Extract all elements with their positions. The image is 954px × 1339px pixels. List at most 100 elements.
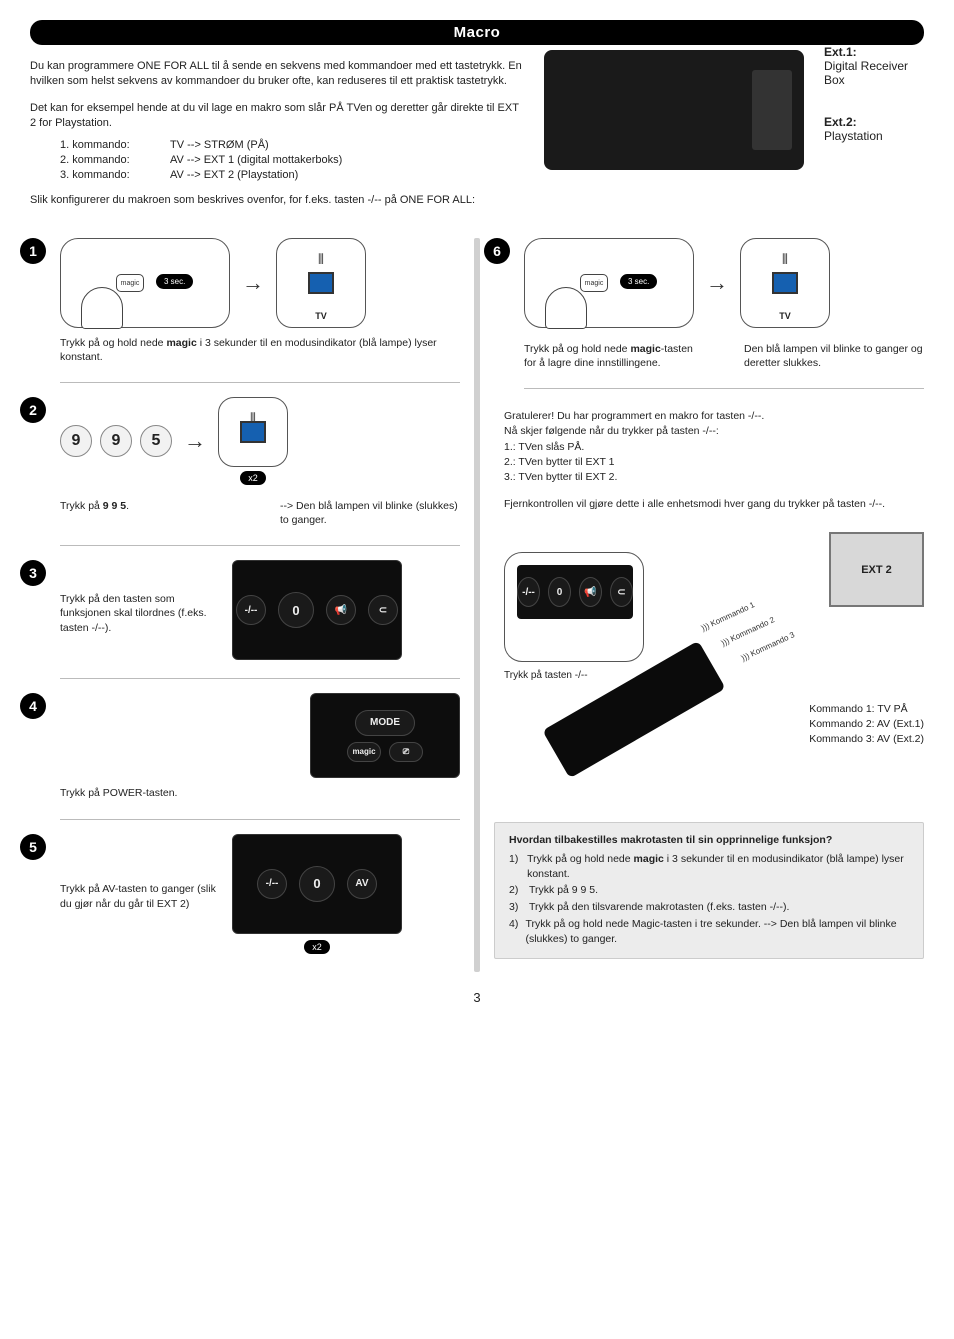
intro-row: Du kan programmere ONE FOR ALL til å sen… [30, 45, 924, 208]
step-divider [60, 545, 460, 546]
key-0: 0 [548, 577, 571, 607]
step3-caption: Trykk på den tasten som funksjonen skal … [60, 592, 220, 635]
cap-part: . [126, 500, 129, 512]
step-3: 3 Trykk på den tasten som funksjonen ska… [30, 560, 460, 660]
kommando-list: Kommando 1: TV PÅ Kommando 2: AV (Ext.1)… [809, 702, 924, 746]
tv-screen-icon [772, 272, 798, 294]
step5-row: Trykk på AV-tasten to ganger (slik du gj… [60, 834, 460, 954]
step6-graphic-row: magic 3 sec. → ⦀ TV [524, 238, 924, 328]
left-column: 1 magic 3 sec. → ⦀ TV Trykk [30, 238, 460, 972]
reset-question: Hvordan tilbakestilles makrotasten til s… [509, 833, 909, 848]
intro-block: Du kan programmere ONE FOR ALL til å sen… [30, 59, 524, 208]
cmd-value: AV --> EXT 1 (digital mottakerboks) [170, 153, 342, 168]
ext1-title: Ext.1: [824, 45, 857, 59]
key-0: 0 [278, 592, 314, 628]
key-mute-icon: 📢 [579, 577, 602, 607]
item-text: Trykk på og hold nede Magic-tasten i tre… [525, 917, 909, 946]
two-columns: 1 magic 3 sec. → ⦀ TV Trykk [30, 238, 924, 972]
result-line: Gratulerer! Du har programmert en makro … [504, 409, 924, 424]
step4-row: MODE magic ⎚ [60, 693, 460, 778]
key-mute-icon: 📢 [326, 595, 356, 625]
hand-icon [545, 287, 587, 329]
tv-mode-icon: ⦀ [218, 397, 288, 467]
cap-part: Trykk på [60, 500, 103, 512]
key-9: 9 [100, 425, 132, 457]
kommando-line: Kommando 3: AV (Ext.2) [809, 732, 924, 747]
cap-bold: magic [166, 337, 196, 349]
section-header: Macro [30, 20, 924, 45]
step-4: 4 MODE magic ⎚ Trykk på POWER-tasten. [30, 693, 460, 800]
ext1-desc: Digital Receiver Box [824, 59, 908, 87]
key-9: 9 [60, 425, 92, 457]
keypad-995: 9 9 5 [60, 425, 172, 457]
key-back-icon: ⊂ [610, 577, 633, 607]
signal-waves-icon: ⦀ [782, 251, 788, 268]
key-5: 5 [140, 425, 172, 457]
remote-photo: MODE magic ⎚ [310, 693, 460, 778]
macro-diagram: -/-- 0 📢 ⊂ EXT 2 Trykk på tasten -/-- ))… [494, 552, 924, 802]
magic-button: magic [116, 274, 144, 292]
ext2-desc: Playstation [824, 129, 883, 143]
step-number: 5 [20, 834, 46, 860]
step-number: 2 [20, 397, 46, 423]
press-label: Trykk på tasten -/-- [504, 670, 588, 681]
reset-box: Hvordan tilbakestilles makrotasten til s… [494, 822, 924, 959]
step-number: 1 [20, 238, 46, 264]
result-line: Nå skjer følgende når du trykker på tast… [504, 424, 924, 439]
step1-caption: Trykk på og hold nede magic i 3 sekunder… [60, 336, 460, 364]
step-2: 2 9 9 5 → ⦀ x2 [30, 397, 460, 527]
step4-caption: Trykk på POWER-tasten. [60, 786, 460, 800]
time-bubble: 3 sec. [156, 274, 193, 289]
command-row: 1. kommando:TV --> STRØM (PÅ) [60, 138, 524, 153]
cap-bold: magic [630, 343, 660, 355]
result-block: Gratulerer! Du har programmert en makro … [504, 409, 924, 512]
remote-photo: -/-- 0 AV [232, 834, 402, 934]
time-bubble: 3 sec. [620, 274, 657, 289]
step6-captions: Trykk på og hold nede magic-tasten for å… [524, 336, 924, 370]
cmd-label: 3. kommando: [60, 168, 170, 183]
arrow-icon: → [184, 428, 206, 454]
signal-waves-icon: ⦀ [318, 251, 324, 268]
tv-ext2: EXT 2 [829, 532, 924, 607]
step-number: 4 [20, 693, 46, 719]
cmd-value: TV --> STRØM (PÅ) [170, 138, 269, 153]
step5-graphic: -/-- 0 AV x2 [232, 834, 402, 954]
tv-illustration: Ext.1: Digital Receiver Box Ext.2: Plays… [544, 45, 924, 208]
kommando-line: Kommando 2: AV (Ext.1) [809, 717, 924, 732]
key-magic: magic [347, 742, 381, 762]
step6-cap-left: Trykk på og hold nede magic-tasten for å… [524, 342, 704, 370]
ext2-label: Ext.2: Playstation [824, 115, 883, 143]
step-divider [60, 819, 460, 820]
kommando-line: Kommando 1: TV PÅ [809, 702, 924, 717]
key-av: AV [347, 869, 377, 899]
item-num: 2) [509, 883, 529, 898]
intro-p1: Du kan programmere ONE FOR ALL til å sen… [30, 59, 524, 89]
remote-hand-graphic: -/-- 0 📢 ⊂ [504, 552, 644, 662]
hand-icon [81, 287, 123, 329]
result-line: 1.: TVen slås PÅ. [504, 440, 924, 455]
step2-cap-left: Trykk på 9 9 5. [60, 499, 240, 527]
result-line: 3.: TVen bytter til EXT 2. [504, 470, 924, 485]
arrow-icon: → [242, 270, 264, 296]
key-dash: -/-- [517, 577, 540, 607]
item-text: Trykk på den tilsvarende makrotasten (f.… [529, 900, 789, 915]
tv-blink-group: ⦀ x2 [218, 397, 288, 485]
step2-cap-right: --> Den blå lampen vil blinke (slukkes) … [280, 499, 460, 527]
reset-item: 1)Trykk på og hold nede magic i 3 sekund… [509, 852, 909, 881]
ext1-label: Ext.1: Digital Receiver Box [824, 45, 924, 87]
command-list: 1. kommando:TV --> STRØM (PÅ) 2. kommand… [60, 138, 524, 183]
key-mode: MODE [355, 710, 415, 736]
cmd-value: AV --> EXT 2 (Playstation) [170, 168, 298, 183]
x2-badge: x2 [240, 471, 266, 485]
remote-photo: -/-- 0 📢 ⊂ [232, 560, 402, 660]
page-number: 3 [30, 990, 924, 1005]
item-text: Trykk på og hold nede magic i 3 sekunder… [527, 852, 909, 881]
cap-part: Trykk på og hold nede [527, 853, 633, 865]
reset-item: 3)Trykk på den tilsvarende makrotasten (… [509, 900, 909, 915]
item-num: 3) [509, 900, 529, 915]
command-row: 2. kommando:AV --> EXT 1 (digital mottak… [60, 153, 524, 168]
item-text: Trykk på 9 9 5. [529, 883, 598, 898]
magic-button: magic [580, 274, 608, 292]
cap-part: Trykk på og hold nede [524, 343, 630, 355]
ext2-title: Ext.2: [824, 115, 857, 129]
